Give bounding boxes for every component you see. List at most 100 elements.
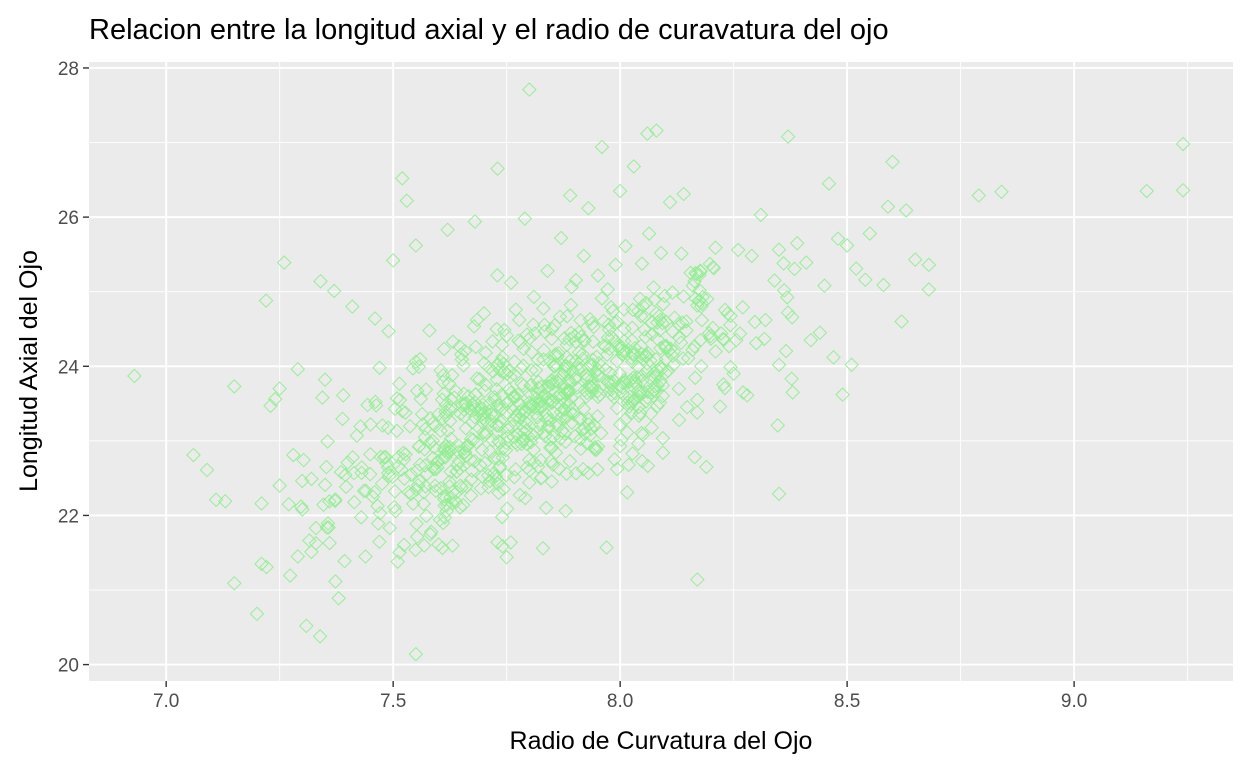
data-point (374, 476, 390, 491)
x-tick-label: 7.0 (153, 691, 179, 712)
data-point (571, 345, 587, 360)
data-point (530, 410, 545, 425)
data-point (419, 466, 435, 482)
data-point (522, 463, 537, 478)
data-point (637, 309, 652, 324)
data-point (490, 356, 506, 372)
data-point (576, 248, 592, 264)
data-point (803, 332, 819, 348)
data-point (685, 342, 700, 358)
y-tick-label: 20 (58, 656, 79, 677)
data-point (503, 275, 519, 291)
data-point (600, 330, 616, 346)
data-point (507, 469, 522, 485)
data-point (665, 348, 680, 364)
data-point (649, 306, 664, 321)
data-point (658, 338, 673, 354)
data-point (349, 428, 365, 443)
data-point (598, 339, 613, 354)
data-point (735, 300, 751, 315)
data-point (327, 493, 343, 509)
data-point (452, 499, 468, 515)
data-point (530, 352, 546, 368)
data-point (503, 535, 518, 550)
data-point (442, 439, 458, 455)
data-point (614, 432, 629, 448)
data-point (536, 387, 552, 403)
data-point (654, 362, 670, 377)
data-point (452, 339, 467, 354)
data-point (385, 253, 401, 268)
data-point (489, 382, 504, 397)
data-point (646, 280, 661, 295)
data-point (455, 497, 471, 513)
x-axis: 7.0 7.5 8.0 8.5 9.0 (153, 681, 1087, 712)
data-point (573, 313, 588, 328)
data-point (526, 289, 542, 305)
data-point (338, 467, 353, 483)
data-point (646, 383, 662, 398)
data-point (363, 447, 378, 462)
data-point (447, 390, 462, 405)
data-point (427, 418, 443, 434)
data-point (454, 352, 470, 367)
data-point (408, 646, 424, 662)
y-tick-label: 24 (58, 357, 80, 378)
data-point (362, 466, 378, 482)
data-point (468, 387, 484, 402)
data-point (317, 372, 333, 388)
data-point (478, 405, 493, 420)
data-point (642, 370, 658, 386)
data-point (994, 184, 1009, 200)
data-point (687, 370, 703, 386)
data-point (615, 386, 631, 402)
data-point (527, 399, 542, 415)
data-point (363, 417, 378, 432)
data-point (971, 188, 987, 203)
data-point (627, 392, 643, 408)
data-point (616, 302, 632, 317)
data-point (509, 437, 525, 452)
data-point (568, 272, 584, 288)
data-point (515, 407, 531, 423)
data-point (501, 382, 517, 397)
data-point (435, 368, 451, 383)
data-point (687, 339, 702, 354)
data-point (660, 363, 676, 379)
data-point (683, 265, 698, 281)
data-point (425, 433, 440, 449)
data-point (474, 442, 490, 458)
data-point (500, 419, 516, 435)
data-point (510, 387, 526, 403)
data-point (469, 371, 485, 386)
data-point (615, 347, 630, 362)
data-point (771, 486, 787, 502)
data-point (679, 399, 695, 415)
data-point (423, 527, 438, 542)
data-point (609, 461, 625, 477)
data-point (285, 447, 301, 463)
data-point (559, 466, 574, 482)
data-point (848, 261, 864, 276)
data-point (590, 408, 605, 424)
data-point (543, 453, 559, 469)
data-point (281, 496, 297, 512)
data-point (640, 458, 656, 474)
data-point (472, 372, 488, 387)
data-point (617, 321, 632, 337)
data-point (475, 397, 491, 412)
data-point (443, 464, 459, 480)
x-tick-label: 8.0 (607, 691, 633, 712)
data-point (581, 200, 596, 216)
data-point (319, 520, 335, 535)
data-point (435, 515, 451, 531)
data-point (658, 340, 673, 356)
data-point (508, 302, 524, 317)
data-point (354, 460, 370, 475)
data-point (862, 226, 878, 241)
data-point (436, 341, 452, 357)
data-point (397, 471, 412, 486)
data-point (428, 461, 444, 477)
data-point (380, 420, 396, 435)
data-point (346, 465, 362, 481)
